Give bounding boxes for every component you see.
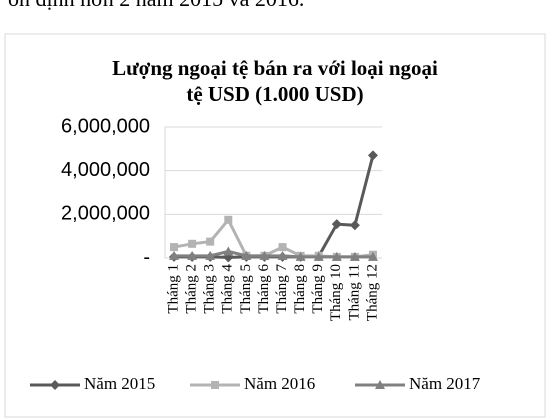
x-tick: Tháng 4 — [220, 264, 236, 314]
chart-title: Lượng ngoại tệ bán ra với loại ngoại tệ … — [112, 56, 438, 106]
x-tick-label: Tháng 9 — [310, 264, 326, 314]
marker — [367, 150, 378, 161]
x-tick-label: Tháng 2 — [184, 264, 200, 314]
marker — [277, 250, 288, 260]
x-tick-label: Tháng 3 — [202, 264, 218, 314]
marker — [367, 251, 378, 261]
marker — [331, 251, 342, 261]
x-tick: Tháng 7 — [274, 264, 290, 314]
chart-frame — [4, 33, 546, 418]
x-tick: Tháng 1 — [165, 264, 181, 314]
x-tick: Tháng 8 — [292, 264, 308, 314]
x-tick: Tháng 10 — [328, 264, 344, 321]
x-tick: Tháng 9 — [310, 264, 326, 314]
x-tick-label: Tháng 11 — [346, 264, 362, 321]
x-tick-label: Tháng 1 — [165, 264, 181, 314]
y-tick-label: 2,000,000 — [61, 203, 150, 225]
y-tick-label: 4,000,000 — [61, 159, 150, 181]
marker — [241, 250, 252, 260]
x-tick-label: Tháng 8 — [292, 264, 308, 314]
x-tick-label: Tháng 4 — [220, 264, 236, 314]
x-tick: Tháng 11 — [346, 264, 362, 321]
marker — [206, 237, 215, 246]
marker — [170, 243, 179, 252]
marker — [295, 251, 306, 261]
marker — [223, 246, 234, 256]
x-tick-label: Tháng 10 — [328, 264, 344, 321]
marker — [50, 380, 60, 390]
x-tick-label: Tháng 6 — [256, 264, 272, 314]
y-tick-label: - — [143, 246, 150, 268]
marker — [259, 250, 270, 260]
x-tick: Tháng 5 — [238, 264, 254, 314]
x-tick: Tháng 12 — [364, 264, 380, 321]
marker — [349, 220, 360, 231]
marker — [278, 243, 287, 252]
x-tick-label: Tháng 7 — [274, 264, 290, 314]
marker — [313, 251, 324, 261]
marker — [187, 250, 198, 260]
x-tick-label: Tháng 12 — [364, 264, 380, 321]
marker — [331, 219, 342, 230]
x-tick-label: Tháng 5 — [238, 264, 254, 314]
series-line — [174, 249, 373, 259]
caption: ổn định hơn 2 năm 2015 và 2016. — [8, 0, 304, 12]
x-tick: Tháng 2 — [184, 264, 200, 314]
legend-label: Năm 2017 — [409, 374, 481, 393]
marker — [224, 215, 233, 224]
x-tick: Tháng 3 — [202, 264, 218, 314]
marker — [169, 250, 180, 260]
x-tick: Tháng 6 — [256, 264, 272, 314]
marker — [375, 380, 385, 389]
marker — [205, 250, 216, 260]
marker — [211, 381, 219, 389]
legend-label: Năm 2016 — [244, 374, 315, 393]
marker — [188, 239, 197, 248]
legend-label: Năm 2015 — [84, 374, 155, 393]
y-tick-label: 6,000,000 — [61, 115, 150, 137]
marker — [349, 251, 360, 261]
